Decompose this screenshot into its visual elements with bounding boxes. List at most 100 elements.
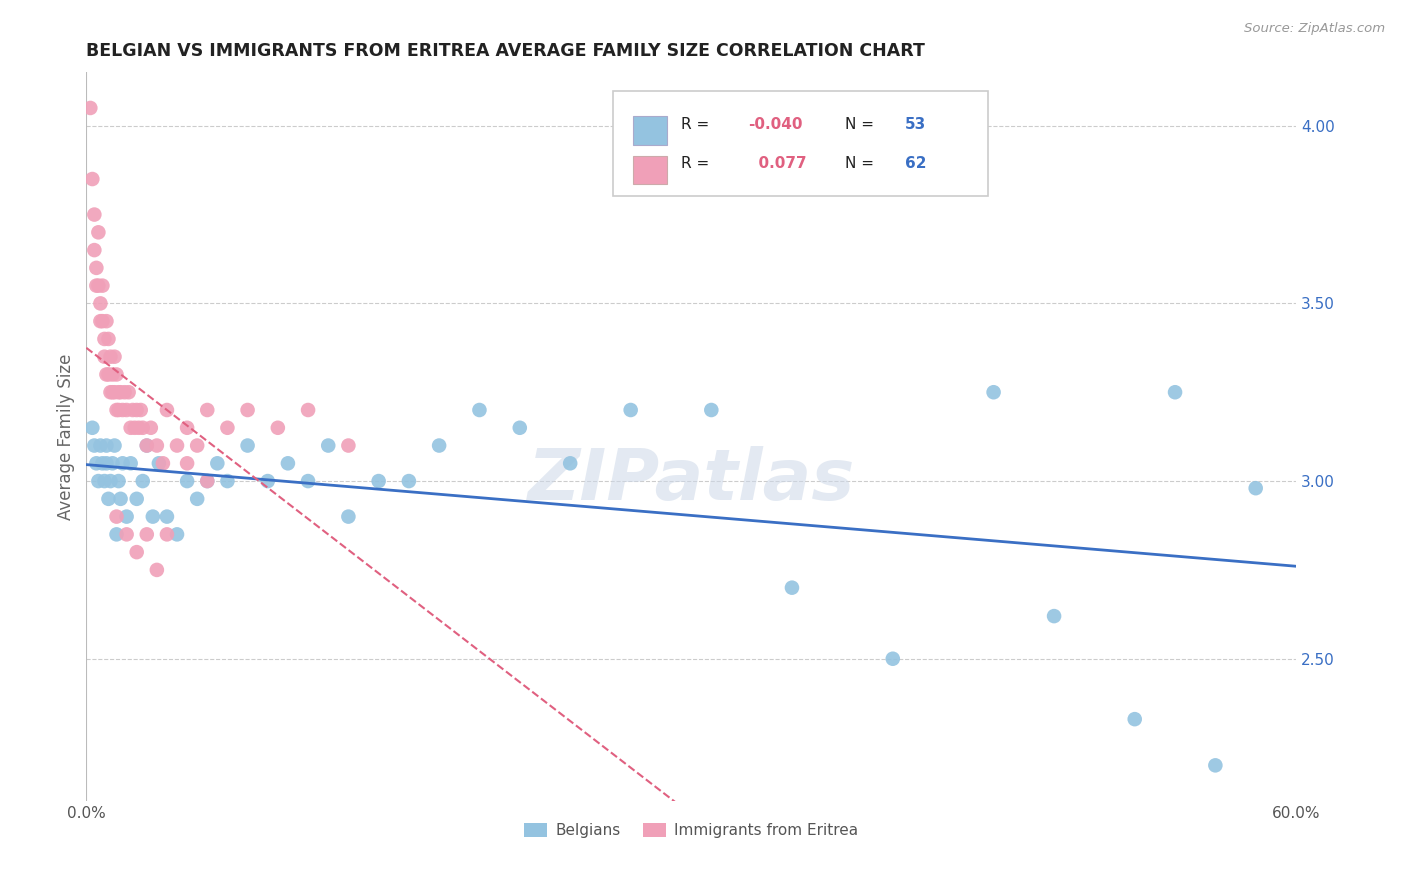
Point <box>146 563 169 577</box>
Point <box>125 491 148 506</box>
Point <box>297 474 319 488</box>
Point <box>101 368 124 382</box>
Point <box>125 403 148 417</box>
Text: ZIPatlas: ZIPatlas <box>527 446 855 515</box>
Point <box>700 403 723 417</box>
Point <box>128 421 150 435</box>
Point <box>103 385 125 400</box>
Point <box>620 403 643 417</box>
Point <box>983 385 1005 400</box>
Point <box>91 278 114 293</box>
Point <box>156 527 179 541</box>
Bar <box>633 156 666 184</box>
Text: -0.040: -0.040 <box>748 117 803 132</box>
Point <box>96 368 118 382</box>
Point <box>236 438 259 452</box>
Point <box>882 652 904 666</box>
FancyBboxPatch shape <box>613 91 987 196</box>
Point <box>337 438 360 452</box>
Point <box>166 527 188 541</box>
Point <box>114 385 136 400</box>
Point <box>103 350 125 364</box>
Point <box>1043 609 1066 624</box>
Point <box>83 208 105 222</box>
Point <box>509 421 531 435</box>
Point <box>79 101 101 115</box>
Point <box>83 243 105 257</box>
Bar <box>633 117 666 145</box>
Point <box>105 527 128 541</box>
Point <box>105 368 128 382</box>
Point <box>93 332 115 346</box>
Legend: Belgians, Immigrants from Eritrea: Belgians, Immigrants from Eritrea <box>519 816 863 844</box>
Point <box>256 474 278 488</box>
Point <box>96 456 118 470</box>
Point <box>139 421 162 435</box>
Point <box>468 403 491 417</box>
Point <box>117 385 139 400</box>
Point <box>100 385 122 400</box>
Point <box>100 350 122 364</box>
Point <box>110 491 132 506</box>
Point <box>100 474 122 488</box>
Point <box>277 456 299 470</box>
Point <box>87 474 110 488</box>
Point <box>107 385 129 400</box>
Point <box>101 456 124 470</box>
Text: 0.077: 0.077 <box>748 156 807 171</box>
Point <box>86 278 108 293</box>
Point <box>93 474 115 488</box>
Text: N =: N = <box>845 156 879 171</box>
Point <box>207 456 229 470</box>
Point <box>101 385 124 400</box>
Point <box>142 509 165 524</box>
Point <box>156 509 179 524</box>
Point <box>91 314 114 328</box>
Point <box>267 421 290 435</box>
Point <box>87 225 110 239</box>
Text: R =: R = <box>682 117 714 132</box>
Point <box>86 456 108 470</box>
Point <box>176 421 198 435</box>
Point <box>316 438 339 452</box>
Point <box>96 314 118 328</box>
Point <box>195 474 218 488</box>
Point <box>132 474 155 488</box>
Point <box>125 545 148 559</box>
Text: Source: ZipAtlas.com: Source: ZipAtlas.com <box>1244 22 1385 36</box>
Point <box>146 438 169 452</box>
Point <box>83 438 105 452</box>
Point <box>115 527 138 541</box>
Point <box>152 456 174 470</box>
Point <box>82 421 104 435</box>
Text: N =: N = <box>845 117 879 132</box>
Point <box>115 403 138 417</box>
Point <box>89 296 111 310</box>
Point <box>148 456 170 470</box>
Point <box>132 421 155 435</box>
Point <box>186 438 208 452</box>
Point <box>115 509 138 524</box>
Point <box>97 368 120 382</box>
Point <box>111 456 134 470</box>
Point <box>105 403 128 417</box>
Point <box>217 474 239 488</box>
Point <box>120 421 142 435</box>
Point <box>1164 385 1187 400</box>
Point <box>195 403 218 417</box>
Point <box>111 403 134 417</box>
Point <box>236 403 259 417</box>
Text: 62: 62 <box>905 156 927 171</box>
Point <box>89 438 111 452</box>
Point <box>176 474 198 488</box>
Point <box>120 456 142 470</box>
Point <box>560 456 582 470</box>
Point <box>195 474 218 488</box>
Point <box>135 438 157 452</box>
Text: 53: 53 <box>905 117 927 132</box>
Point <box>107 474 129 488</box>
Point <box>86 260 108 275</box>
Point <box>97 491 120 506</box>
Point <box>107 403 129 417</box>
Point <box>1244 481 1267 495</box>
